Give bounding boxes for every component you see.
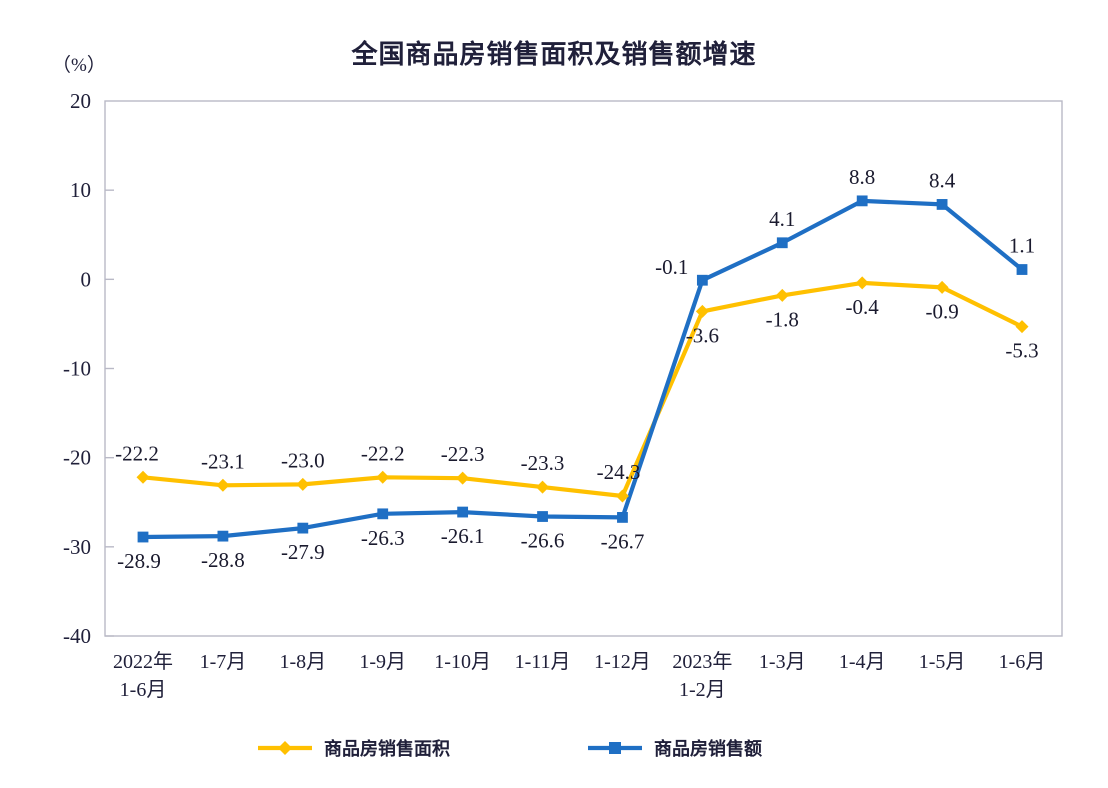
- data-point-label: -28.8: [201, 548, 245, 572]
- data-point-label: -22.3: [441, 442, 485, 466]
- data-point-marker: [136, 470, 150, 484]
- x-tick-label-second-line: 1-6月: [120, 679, 167, 701]
- data-point-label: -0.4: [846, 295, 880, 319]
- data-point-label: -24.3: [597, 460, 641, 484]
- data-point-marker: [297, 522, 309, 534]
- data-point-labels: -22.2 -23.1 -23.0 -22.2 -22.3 -23.3 -24.3 -3.6 -…: [115, 165, 1039, 573]
- data-point-marker: [1015, 320, 1029, 334]
- data-point-marker: [696, 274, 708, 286]
- data-point-label: 4.1: [769, 207, 795, 231]
- data-point-marker: [775, 288, 789, 302]
- data-point-marker: [137, 531, 149, 543]
- x-tick-label: 2023年: [672, 650, 732, 673]
- data-point-label: -28.9: [117, 549, 161, 573]
- data-point-label: -0.9: [925, 299, 958, 323]
- data-point-label: -0.1: [655, 255, 688, 279]
- data-point-marker: [856, 195, 868, 207]
- y-tick-label: -10: [63, 357, 91, 381]
- series-line: [140, 280, 1025, 499]
- data-point-marker: [615, 489, 629, 503]
- x-tick-label: 1-8月: [279, 651, 326, 673]
- chart-title: 全国商品房销售面积及销售额增速: [351, 40, 757, 70]
- x-tick-label: 1-12月: [594, 651, 651, 673]
- y-axis-unit-label: （%）: [52, 55, 106, 76]
- data-point-marker: [457, 506, 469, 518]
- y-axis-labels: 20 10 0 -10 -20 -30 -40: [63, 89, 91, 648]
- x-tick-label: 1-3月: [759, 651, 806, 673]
- data-point-marker: [377, 508, 389, 520]
- series-lines: [140, 198, 1025, 540]
- legend-marker: [609, 742, 621, 754]
- data-point-marker: [936, 199, 948, 210]
- data-point-label: 8.4: [929, 168, 956, 192]
- y-tick-label: 20: [70, 89, 91, 113]
- data-point-label: 8.8: [849, 165, 875, 189]
- data-point-marker: [695, 304, 709, 318]
- data-point-label: -27.9: [281, 540, 325, 564]
- data-point-label: -22.2: [361, 441, 405, 465]
- data-point-label: -26.1: [441, 524, 485, 548]
- legend-marker: [278, 741, 292, 755]
- data-point-label: -3.6: [686, 323, 719, 347]
- data-point-marker: [217, 530, 229, 542]
- y-tick-label: 0: [81, 267, 92, 291]
- y-tick-label: -40: [63, 624, 91, 648]
- series-markers: [136, 195, 1029, 543]
- x-tick-label: 2022年: [113, 650, 173, 673]
- data-point-label: -26.7: [601, 529, 645, 553]
- series-line: [140, 198, 1025, 540]
- data-point-marker: [1016, 264, 1028, 275]
- data-point-label: -22.2: [115, 441, 159, 465]
- x-tick-label-second-line: 1-2月: [679, 679, 726, 701]
- y-tick-label: -30: [63, 535, 91, 559]
- data-point-label: 1.1: [1009, 234, 1035, 258]
- x-tick-label: 1-5月: [919, 651, 966, 673]
- chart-legend: 商品房销售面积 商品房销售额: [258, 738, 762, 760]
- x-tick-label: 1-4月: [839, 651, 886, 673]
- x-axis-labels: 2022年 1-6月 1-7月 1-8月 1-9月 1-10月 1-11月 1-12月 2023…: [113, 650, 1045, 701]
- legend-label: 商品房销售额: [654, 738, 762, 760]
- data-point-marker: [536, 480, 550, 494]
- data-point-marker: [855, 276, 869, 290]
- data-point-marker: [456, 471, 470, 485]
- data-point-label: -23.3: [521, 451, 565, 475]
- data-point-marker: [537, 511, 548, 522]
- data-point-label: -26.6: [521, 529, 565, 553]
- x-tick-label: 1-11月: [515, 651, 571, 673]
- data-point-label: -1.8: [766, 307, 799, 331]
- x-tick-label: 1-7月: [200, 651, 247, 673]
- x-tick-label: 1-10月: [434, 651, 491, 673]
- data-point-label: -5.3: [1005, 339, 1038, 363]
- data-point-label: -23.0: [281, 448, 325, 472]
- plot-area-border: [104, 100, 1063, 637]
- x-tick-label: 1-9月: [359, 651, 406, 673]
- y-axis-ticks: [105, 189, 114, 637]
- data-point-marker: [296, 477, 310, 491]
- data-point-marker: [617, 512, 628, 523]
- legend-label: 商品房销售面积: [324, 738, 450, 760]
- x-tick-label: 1-6月: [999, 651, 1046, 673]
- data-point-marker: [216, 478, 230, 492]
- data-point-marker: [935, 280, 949, 294]
- data-point-label: -23.1: [201, 449, 245, 473]
- y-tick-label: 10: [70, 178, 91, 202]
- data-point-marker: [376, 470, 390, 484]
- data-point-label: -26.3: [361, 526, 405, 550]
- y-tick-label: -20: [63, 446, 91, 470]
- data-point-marker: [776, 237, 788, 249]
